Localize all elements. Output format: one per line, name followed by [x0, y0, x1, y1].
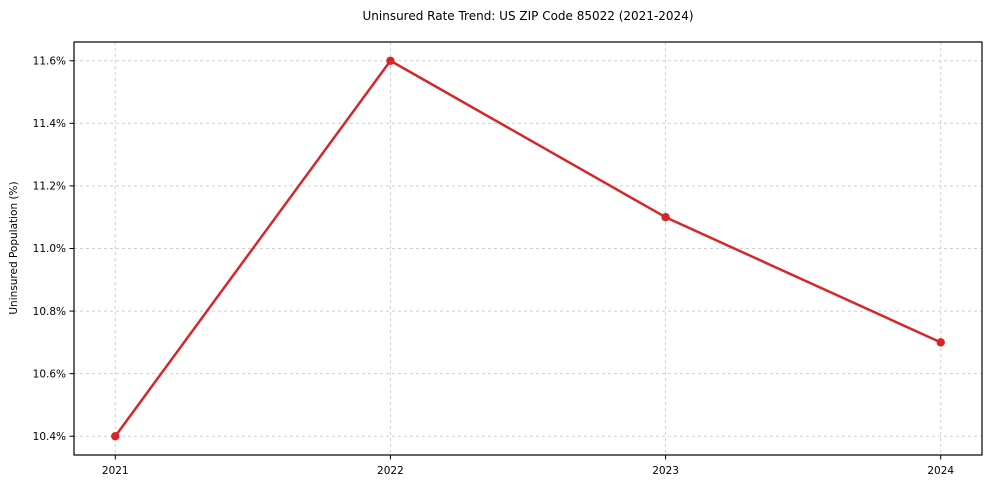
y-tick-label: 11.6%: [33, 55, 66, 67]
data-point: [386, 56, 395, 65]
y-tick-label: 11.0%: [33, 243, 66, 255]
plot-border: [73, 41, 983, 456]
data-line: [114, 59, 942, 438]
x-tick-label: 2024: [927, 465, 954, 477]
chart-title: Uninsured Rate Trend: US ZIP Code 85022 …: [362, 9, 694, 23]
y-tick-label: 10.8%: [33, 306, 66, 318]
x-tick-label: 2023: [652, 465, 679, 477]
y-tick-label: 11.4%: [33, 118, 66, 130]
x-tick-label: 2022: [377, 465, 404, 477]
data-point: [111, 432, 120, 441]
y-tick-label: 10.6%: [33, 368, 66, 380]
data-point: [936, 338, 945, 347]
y-tick-label: 10.4%: [33, 431, 66, 443]
x-tick-label: 2021: [102, 465, 129, 477]
data-point: [661, 213, 670, 222]
y-tick-label: 11.2%: [33, 181, 66, 193]
